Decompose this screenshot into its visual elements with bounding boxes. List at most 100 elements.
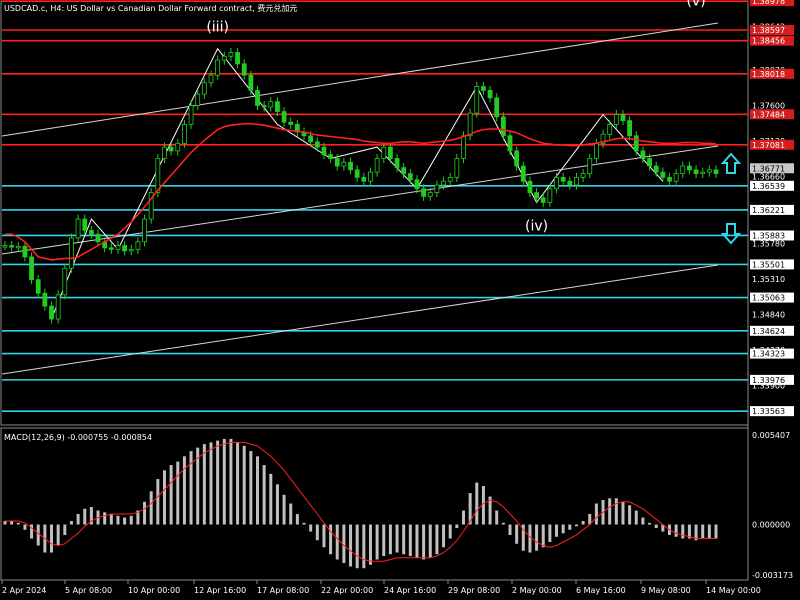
macd-histogram-bar: [488, 496, 492, 525]
support-level-tag: [750, 292, 794, 303]
resistance-level-label: 1.37081: [752, 141, 785, 150]
macd-histogram-bar: [455, 524, 459, 529]
candle-body: [155, 158, 161, 193]
candle-body: [534, 192, 539, 199]
candle-body: [693, 169, 699, 175]
macd-histogram-bar: [275, 484, 279, 525]
price-tick-label: 1.35310: [752, 275, 785, 284]
resistance-level-tag: [750, 109, 794, 120]
price-tick-label: 1.33900: [752, 382, 785, 391]
resistance-level-tag: [750, 68, 794, 79]
macd-histogram-bar: [501, 522, 505, 525]
candle-body: [175, 142, 181, 152]
candle-body: [374, 158, 380, 173]
macd-histogram-bar: [395, 524, 399, 553]
time-tick-label: 2 Apr 2024: [2, 586, 46, 595]
candle-body: [29, 256, 34, 281]
macd-histogram-bar: [674, 524, 678, 537]
macd-histogram-bar: [176, 461, 180, 525]
candle-body: [261, 105, 267, 108]
macd-histogram-bar: [388, 524, 392, 555]
macd-histogram-bar: [568, 524, 572, 530]
moving-average: [5, 122, 717, 261]
time-axis: 2 Apr 2024 5 Apr 08:00 10 Apr 00:00 12 Apr …: [1, 580, 761, 595]
macd-histogram-bar: [63, 524, 67, 536]
macd-histogram-bar: [123, 517, 127, 525]
support-level-tag: [750, 374, 794, 385]
candle-body: [580, 173, 586, 178]
wave-label: (iii): [206, 19, 229, 35]
macd-histogram-bar: [56, 524, 60, 546]
channel-upper-line[interactable]: [1, 22, 719, 137]
candle-body: [235, 52, 240, 65]
macd-histogram-bar: [515, 524, 519, 544]
candle-body: [461, 135, 466, 159]
macd-histogram-bar: [594, 503, 598, 525]
candle-body: [135, 241, 141, 250]
macd-histogram-bar: [202, 444, 206, 525]
macd-histogram-bar: [249, 451, 253, 525]
macd-histogram-bar: [209, 442, 213, 525]
support-level-tag: [750, 204, 794, 215]
candle-body: [567, 180, 573, 186]
macd-histogram-bar: [654, 524, 658, 529]
channel-lower-line[interactable]: [1, 264, 719, 375]
arrow-up-icon: [720, 152, 742, 174]
macd-histogram-bar: [116, 515, 120, 525]
candle-body: [348, 161, 353, 171]
macd-histogram-bar: [681, 524, 685, 539]
macd-axis-label: 0.000000: [752, 521, 790, 530]
ma-line[interactable]: [5, 122, 717, 261]
candle-body: [368, 171, 373, 182]
candle-body: [640, 150, 646, 159]
resistance-level-tag: [750, 139, 794, 150]
candle-body: [75, 218, 81, 239]
support-level-tag: [750, 259, 794, 270]
candle-body: [308, 135, 314, 143]
macd-histogram-bar: [481, 486, 485, 525]
candle-body: [527, 180, 533, 193]
channel-middle-line[interactable]: [1, 145, 719, 255]
candle-body: [401, 167, 407, 175]
candle-body: [88, 230, 94, 235]
macd-indicator: 0.005407 0.000000 -0.003173: [3, 431, 793, 580]
macd-histogram-bar: [508, 524, 512, 536]
resistance-level-tag: [750, 35, 794, 46]
macd-histogram-bar: [555, 524, 559, 537]
macd-title: MACD(12,26,9) -0.000755 -0.000854: [4, 433, 152, 442]
macd-histogram-bar: [222, 438, 226, 525]
macd-histogram-bar: [442, 524, 446, 548]
support-level-label: 1.35501: [752, 260, 785, 269]
support-level-label: 1.35063: [752, 294, 785, 303]
price-tick-label: 1.37600: [752, 101, 785, 110]
macd-histogram-bar: [309, 524, 313, 532]
candle-body: [122, 245, 128, 252]
price-tick-label: 1.35780: [752, 239, 785, 248]
macd-histogram-bar: [468, 493, 472, 525]
arrow-down-icon: [720, 223, 742, 245]
candle-body: [148, 192, 154, 220]
macd-histogram-bar: [707, 524, 711, 539]
macd-histogram-bar: [422, 524, 426, 560]
candle-body: [600, 133, 606, 144]
candle-body: [494, 97, 500, 118]
candle-body: [687, 165, 692, 171]
resistance-level-label: 1.38018: [752, 70, 785, 79]
macd-histogram-bar: [614, 498, 618, 525]
candle-body: [255, 89, 260, 106]
macd-histogram-bar: [687, 524, 691, 539]
candle-body: [587, 158, 593, 175]
candle-body: [341, 161, 347, 167]
time-tick-label: 9 May 08:00: [641, 586, 691, 595]
macd-histogram-bar: [162, 470, 166, 525]
macd-signal-line: [5, 441, 716, 562]
candle-body: [620, 114, 626, 122]
macd-histogram-bar: [528, 524, 532, 553]
macd-histogram-bar: [103, 512, 107, 525]
candle-body: [162, 146, 167, 159]
candle-body: [574, 177, 579, 186]
macd-histogram-bar: [535, 524, 539, 551]
macd-histogram-bar: [3, 521, 7, 525]
macd-histogram-bar: [30, 524, 34, 539]
